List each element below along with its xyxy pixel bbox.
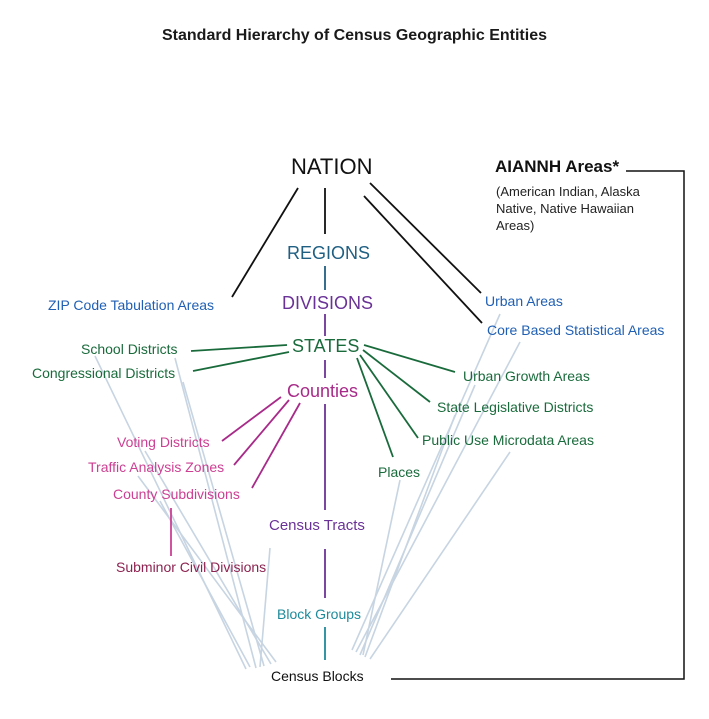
connector-states-places — [356, 357, 394, 458]
connector-nation-zcta — [231, 187, 299, 298]
node-regions: REGIONS — [287, 243, 371, 263]
connector-traffic-blocks — [137, 475, 277, 663]
aiannh-bracket — [391, 170, 685, 680]
node-traffic-analysis-zones: Traffic Analysis Zones — [88, 459, 225, 475]
connector-counties-traffic — [233, 399, 290, 466]
aiannh-description: (American Indian, Alaska Native, Native … — [496, 183, 640, 234]
diagram-title: Standard Hierarchy of Census Geographic … — [162, 27, 547, 44]
connector-states-growth — [363, 344, 456, 373]
node-places: Places — [378, 464, 421, 480]
node-zcta: ZIP Code Tabulation Areas — [48, 297, 215, 313]
node-subminor-civil-divisions: Subminor Civil Divisions — [116, 559, 267, 575]
node-urban-areas: Urban Areas — [485, 293, 563, 309]
aiannh-heading: AIANNH Areas* — [495, 157, 620, 176]
connector-counties-blocks — [259, 547, 271, 668]
connector-school-blocks — [174, 357, 257, 669]
node-school-districts: School Districts — [81, 341, 178, 357]
aiannh-description-line: (American Indian, Alaska — [496, 184, 640, 199]
connector-states-school — [190, 344, 288, 352]
node-states: STATES — [292, 336, 360, 356]
node-state-legislative-districts: State Legislative Districts — [437, 399, 594, 415]
connector-counties-voting — [221, 396, 282, 442]
counties-connectors — [221, 396, 301, 489]
connector-counties-subdivisions — [251, 402, 301, 489]
connector-growth-blocks — [359, 384, 476, 656]
connector-puma-blocks — [369, 451, 511, 660]
connector-states-legislative — [362, 349, 431, 403]
node-census-tracts: Census Tracts — [269, 517, 365, 534]
node-divisions: DIVISIONS — [282, 293, 374, 313]
node-county-subdivisions: County Subdivisions — [113, 486, 240, 502]
connector-voting-blocks — [144, 450, 272, 665]
connector-nation-cbsa — [363, 195, 483, 324]
connector-legislative-blocks — [364, 414, 456, 658]
node-congressional-districts: Congressional Districts — [32, 365, 176, 381]
connector-congressional-blocks — [182, 381, 265, 667]
node-nation: NATION — [291, 154, 373, 179]
connector-states-puma — [359, 354, 419, 439]
connector-states-congressional — [192, 351, 290, 372]
node-voting-districts: Voting Districts — [117, 434, 210, 450]
node-core-based-statistical-areas: Core Based Statistical Areas — [487, 322, 665, 338]
nation-connectors — [231, 182, 483, 324]
node-block-groups: Block Groups — [277, 606, 362, 622]
states-connectors — [190, 344, 456, 458]
node-counties: Counties — [287, 381, 359, 401]
connector-places-blocks — [362, 479, 401, 656]
left-fan-connectors — [94, 355, 277, 670]
aiannh-description-line: Native, Native Hawaiian — [496, 201, 635, 216]
right-fan-connectors — [351, 313, 521, 660]
aiannh-description-line: Areas) — [496, 218, 535, 233]
connector-subdivision-blocks — [159, 500, 251, 668]
node-urban-growth-areas: Urban Growth Areas — [463, 368, 590, 384]
node-census-blocks: Census Blocks — [271, 668, 364, 684]
connector-nation-urban — [369, 182, 482, 294]
node-public-use-microdata-areas: Public Use Microdata Areas — [422, 432, 594, 448]
